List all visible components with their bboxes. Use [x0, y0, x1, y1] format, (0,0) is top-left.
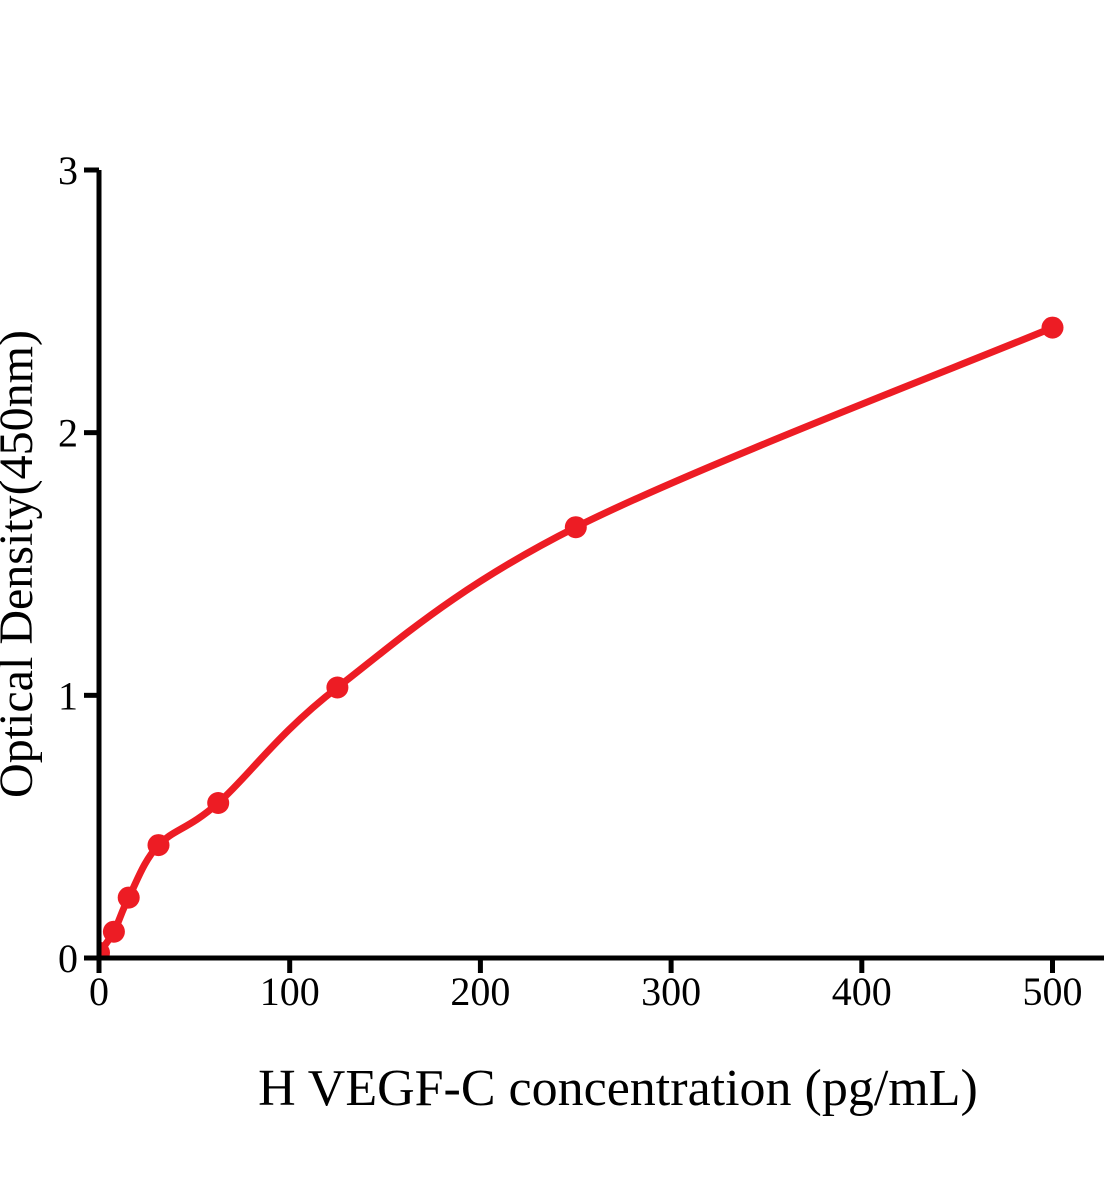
y-tick-label: 2 — [58, 411, 78, 456]
fit-curve — [99, 324, 1054, 955]
axes-layer: 0 1 2 3 0 100 200 300 400 500 — [58, 148, 1104, 1014]
y-axis-title: Optical Density(450nm) — [0, 330, 43, 798]
data-points — [99, 316, 1064, 958]
data-point — [147, 834, 170, 857]
x-tick-label: 300 — [641, 969, 701, 1014]
data-point — [117, 886, 140, 909]
data-point — [564, 516, 587, 539]
data-layer — [99, 316, 1064, 958]
x-tick-label: 0 — [89, 969, 109, 1014]
y-tick-label: 1 — [58, 673, 78, 718]
data-point — [207, 792, 230, 814]
y-tick-label: 3 — [58, 148, 78, 193]
y-tick-label: 0 — [58, 936, 78, 981]
x-tick-label: 400 — [832, 969, 892, 1014]
x-axis-title: H VEGF-C concentration (pg/mL) — [258, 1060, 978, 1117]
ticks-group: 0 1 2 3 0 100 200 300 400 500 — [58, 148, 1083, 1014]
data-point — [99, 941, 110, 958]
x-tick-label: 100 — [260, 969, 320, 1014]
x-tick-label: 500 — [1023, 969, 1083, 1014]
x-tick-label: 200 — [450, 969, 510, 1014]
data-point — [326, 676, 349, 699]
data-point — [1041, 316, 1064, 339]
data-point — [102, 920, 125, 943]
